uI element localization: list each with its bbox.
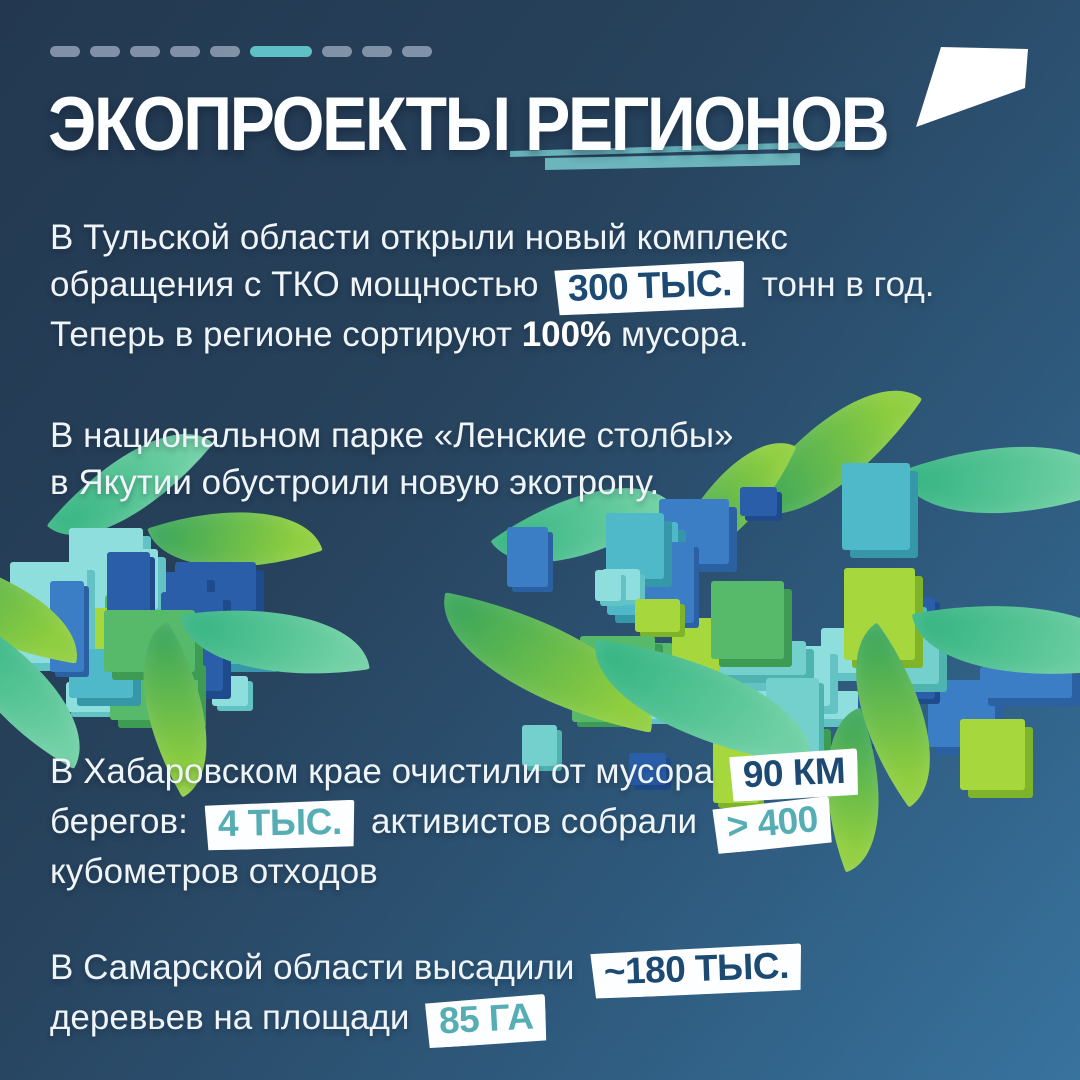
progress-pill (362, 46, 392, 57)
title-underline-scribble (510, 141, 852, 170)
cube-decoration (841, 462, 911, 550)
brand-flag-icon (916, 47, 1028, 127)
news-item-yakutia: В национальном парке «Ленские столбы» в … (50, 416, 734, 502)
progress-pill (90, 46, 120, 57)
cube-decoration (710, 581, 785, 660)
progress-dots (50, 46, 432, 57)
progress-pill-active (250, 46, 312, 57)
stat-badge: 90 КМ (729, 748, 859, 802)
cube-decoration (605, 512, 665, 580)
stat-badge: > 400 (712, 795, 833, 853)
cube-decoration (635, 599, 680, 632)
progress-pill (50, 46, 80, 57)
progress-pill (210, 46, 240, 57)
cube-decoration (594, 569, 622, 602)
cube-decoration (629, 753, 666, 785)
progress-pill (130, 46, 160, 57)
news-item-tula: В Тульской области открыли новый комплек… (50, 218, 935, 354)
progress-pill (322, 46, 352, 57)
stat-badge: ~180 ТЫС. (590, 943, 803, 999)
stat-badge: 85 ГА (425, 993, 548, 1048)
progress-pill (170, 46, 200, 57)
stat-badge: 4 ТЫС. (204, 799, 355, 850)
highlight-bold: 100% (521, 314, 612, 354)
news-item-khabarovsk: В Хабаровском крае очистили от мусора 90… (50, 748, 1010, 895)
stat-badge: 300 ТЫС. (554, 260, 745, 315)
cube-decoration (739, 486, 778, 517)
progress-pill (402, 46, 432, 57)
news-item-samara: В Самарской области высадили ~180 ТЫС. де… (50, 944, 1010, 1044)
leaves-cubes-art-right (425, 350, 1080, 873)
page-title: ЭКОПРОЕКТЫ РЕГИОНОВ (48, 81, 890, 167)
leaves-cubes-art-left (0, 395, 370, 798)
cube-decoration (522, 724, 558, 766)
cube-decoration (959, 718, 1025, 790)
cube-decoration (506, 527, 549, 587)
